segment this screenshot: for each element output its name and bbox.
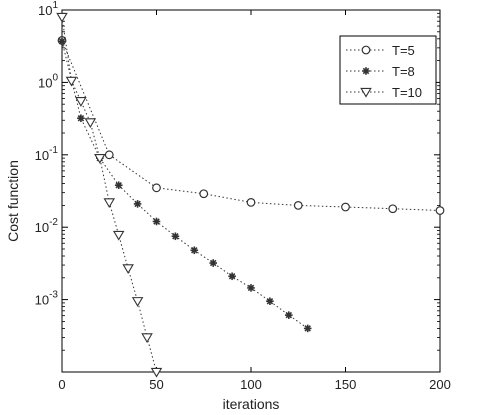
y-tick-label: 10-3 — [35, 290, 59, 308]
star-stroke — [153, 218, 160, 225]
triangle-marker — [122, 264, 134, 275]
x-tick-label: 200 — [429, 377, 451, 392]
legend-label: T=10 — [392, 85, 422, 100]
x-axis-label: iterations — [223, 396, 280, 412]
star-stroke — [191, 247, 198, 254]
star-marker — [114, 181, 123, 190]
star-marker — [266, 297, 274, 306]
legend: T=5 T=8 T=10 — [339, 35, 437, 105]
axis-ticks: 0 50 100 150 200 101 100 10-1 10-2 10-3 — [35, 0, 451, 392]
triangle-marker — [131, 297, 144, 307]
x-tick-label: 100 — [240, 377, 262, 392]
series-line — [61, 41, 308, 329]
star-marker — [303, 324, 312, 333]
circle-marker — [152, 183, 161, 193]
star-stroke — [247, 284, 255, 292]
circle-marker — [341, 202, 350, 212]
star-stroke — [362, 67, 370, 75]
y-tick-label: 101 — [38, 0, 58, 18]
star-marker — [209, 259, 217, 267]
legend-label: T=8 — [392, 64, 415, 79]
star-marker — [285, 311, 293, 319]
circle-marker — [104, 150, 114, 160]
star-marker — [190, 246, 199, 255]
x-tick-label: 50 — [149, 377, 163, 392]
triangle-marker — [112, 230, 125, 241]
series-t-8 — [58, 37, 312, 333]
star-stroke — [209, 259, 217, 267]
legend-entry: T=8 — [346, 64, 415, 79]
star-stroke — [172, 232, 179, 240]
star-stroke — [134, 200, 141, 208]
triangle-marker — [56, 12, 68, 23]
legend-entry: T=5 — [346, 43, 415, 58]
circle-marker — [361, 45, 371, 55]
triangle-marker — [360, 87, 372, 98]
y-tick-label: 10-1 — [35, 145, 59, 163]
star-marker — [171, 232, 180, 241]
triangle-marker — [150, 367, 163, 378]
star-stroke — [77, 114, 85, 122]
star-marker — [152, 217, 161, 226]
star-stroke — [115, 181, 122, 189]
star-marker — [228, 272, 236, 281]
triangle-marker — [75, 97, 87, 107]
series-layer — [56, 12, 445, 378]
triangle-marker — [103, 198, 116, 209]
star-marker — [133, 200, 142, 208]
star-stroke — [228, 273, 236, 280]
triangle-marker — [84, 118, 97, 129]
star-marker — [247, 284, 255, 292]
triangle-marker — [141, 333, 153, 344]
star-stroke — [304, 325, 311, 332]
x-tick-label: 0 — [58, 377, 65, 392]
series-t-10 — [56, 12, 163, 378]
triangle-marker — [94, 153, 106, 164]
y-tick-label: 100 — [38, 72, 58, 90]
legend-entry: T=10 — [346, 85, 422, 100]
star-marker — [77, 114, 85, 123]
circle-marker — [246, 198, 256, 207]
circle-marker — [293, 201, 303, 210]
star-stroke — [58, 38, 66, 45]
star-stroke — [285, 311, 293, 319]
circle-marker — [435, 206, 445, 215]
legend-box — [339, 35, 437, 105]
legend-label: T=5 — [392, 43, 415, 58]
star-marker — [362, 67, 370, 75]
x-tick-label: 150 — [335, 377, 357, 392]
star-marker — [58, 37, 66, 46]
y-tick-label: 10-2 — [35, 217, 59, 235]
triangle-marker — [65, 76, 78, 87]
circle-marker — [199, 189, 209, 199]
circle-marker — [388, 204, 398, 214]
y-axis-label: Cost function — [5, 160, 21, 242]
star-stroke — [266, 297, 274, 305]
